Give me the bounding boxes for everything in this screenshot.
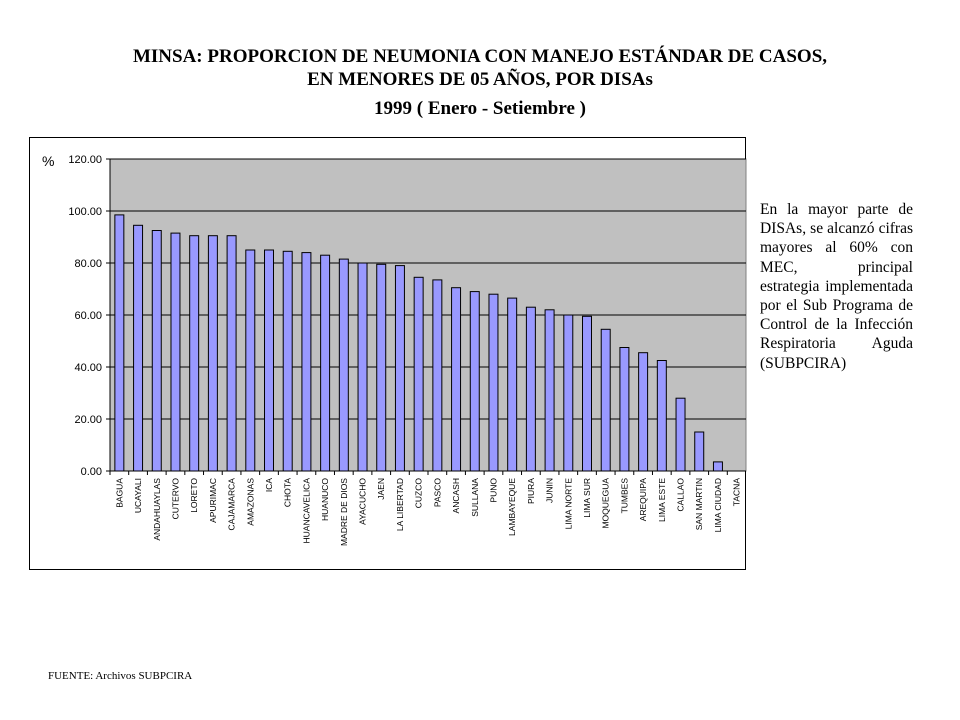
- x-tick-label: APURIMAC: [208, 478, 218, 523]
- x-tick-label: JAEN: [376, 478, 386, 500]
- x-tick-label: LIMA CIUDAD: [713, 478, 723, 532]
- bar-sullana: [469, 291, 480, 472]
- x-tick-label: LAMBAYEQUE: [507, 478, 517, 536]
- x-tick-label: LIMA ESTE: [657, 478, 667, 522]
- y-tick-label: 100.00: [68, 206, 102, 218]
- bar-andahuaylas: [151, 230, 162, 472]
- x-tick-label: LIMA NORTE: [563, 478, 573, 530]
- bar-piura: [525, 306, 536, 472]
- bar-ayacucho: [357, 262, 368, 472]
- bar-lima-norte: [563, 314, 574, 472]
- y-tick-label: 40.00: [74, 362, 102, 374]
- source-note: FUENTE: Archivos SUBPCIRA: [48, 670, 193, 682]
- bar-moquegua: [600, 328, 611, 472]
- bar-chota: [282, 250, 293, 472]
- x-tick-label: ANCASH: [451, 478, 461, 513]
- chart-title-line-2: EN MENORES DE 05 AÑOS, POR DISAs: [307, 69, 653, 90]
- x-tick-label: TACNA: [732, 478, 742, 507]
- x-tick-label: UCAYALI: [133, 478, 143, 513]
- bar-san-martin: [694, 431, 705, 472]
- x-tick-label: CALLAO: [676, 478, 686, 512]
- x-tick-label: CHOTA: [283, 478, 293, 507]
- x-tick-label: AREQUIPA: [638, 478, 648, 522]
- x-tick-label: ICA: [264, 478, 274, 493]
- x-tick-label: PASCO: [432, 478, 442, 508]
- x-tick-label: CUZCO: [414, 478, 424, 509]
- y-axis-unit-label: %: [42, 153, 54, 169]
- x-tick-label: LORETO: [189, 478, 199, 513]
- bar-junin: [544, 309, 555, 472]
- chart-title-line-1: MINSA: PROPORCION DE NEUMONIA CON MANEJO…: [132, 46, 828, 67]
- bar-lima-sur: [582, 315, 592, 472]
- x-tick-label: PIURA: [526, 478, 536, 504]
- bar-chart: 0.00 20.00 40.00 60.00 80.00 100.00 120.00 BAG…: [42, 153, 747, 546]
- x-tick-label: MADRE DE DIOS: [339, 478, 349, 546]
- bar-jaen: [376, 263, 387, 472]
- bar-loreto: [189, 235, 200, 472]
- bar-ucayali: [133, 224, 144, 472]
- bar-lima-este: [656, 360, 667, 472]
- y-tick-label: 80.00: [74, 258, 102, 270]
- x-tick-label: MOQUEGUA: [601, 478, 611, 529]
- bar-cajamarca: [226, 235, 237, 472]
- x-tick-label: BAGUA: [114, 478, 124, 508]
- x-tick-label: TUMBES: [619, 478, 629, 514]
- bar-madre-de-dios: [338, 258, 349, 472]
- x-tick-label: AYACUCHO: [358, 478, 368, 525]
- bar-ancash: [451, 287, 462, 472]
- bar-la-libertad: [394, 265, 405, 472]
- chart-title-period: 1999 ( Enero - Setiembre ): [374, 98, 586, 119]
- chart-frame: 0.00 20.00 40.00 60.00 80.00 100.00 120.00 BAG…: [29, 137, 747, 570]
- x-tick-label: PUNO: [488, 478, 498, 503]
- y-tick-label: 120.00: [68, 154, 102, 166]
- bar-amazonas: [245, 249, 256, 472]
- bar-cutervo: [170, 232, 181, 472]
- bar-callao: [675, 397, 686, 472]
- bar-cuzco: [413, 276, 424, 472]
- x-tick-label: LIMA SUR: [582, 478, 592, 518]
- x-tick-label: HUANCAVELICA: [301, 478, 311, 544]
- bar-pasco: [432, 279, 443, 472]
- x-tick-label: HUANUCO: [320, 478, 330, 521]
- bar-apurimac: [207, 235, 218, 472]
- x-tick-label: CAJAMARCA: [227, 478, 237, 531]
- bar-ica: [264, 249, 274, 472]
- annotation-text: En la mayor parte de DISAs, se alcanzó c…: [760, 201, 913, 372]
- bar-huanuco: [320, 254, 331, 472]
- bar-puno: [488, 293, 499, 472]
- x-tick-label: JUNIN: [545, 478, 555, 503]
- x-tick-label: SULLANA: [470, 478, 480, 517]
- x-tick-label: AMAZONAS: [245, 478, 255, 526]
- x-tick-label: LA LIBERTAD: [395, 478, 405, 531]
- bar-lima-ciudad: [712, 461, 723, 472]
- x-tick-label: CUTERVO: [170, 478, 180, 520]
- y-tick-label: 20.00: [74, 414, 102, 426]
- bar-huancavelica: [301, 252, 312, 472]
- y-tick-label: 0.00: [81, 466, 102, 478]
- x-tick-label: SAN MARTIN: [694, 478, 704, 530]
- bar-arequipa: [638, 352, 649, 472]
- bar-tumbes: [619, 347, 630, 472]
- bar-bagua: [114, 214, 125, 472]
- y-tick-label: 60.00: [74, 310, 102, 322]
- x-tick-label: ANDAHUAYLAS: [152, 478, 162, 541]
- bar-lambayeque: [507, 297, 518, 472]
